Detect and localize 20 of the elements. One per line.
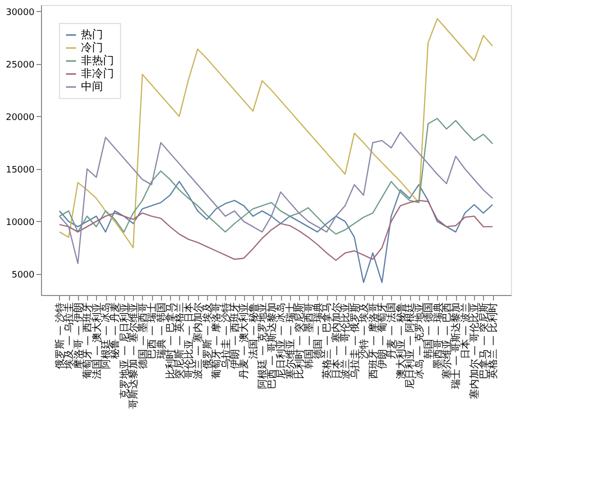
x-tick-label: 瑞典 — 韩国 [155, 302, 168, 359]
legend-label: 热门 [81, 28, 103, 41]
legend-label: 中间 [81, 80, 103, 93]
legend-label: 非热门 [81, 54, 114, 67]
y-tick-label: 30000 [6, 8, 35, 18]
line-series [58, 200, 494, 261]
y-tick-label: 10000 [6, 218, 35, 228]
line-series [58, 132, 494, 264]
y-tick-label: 5000 [12, 270, 35, 280]
y-tick-label: 15000 [6, 165, 35, 176]
legend-label: 冷门 [81, 41, 103, 54]
y-tick-label: 20000 [6, 112, 35, 123]
legend-label: 非冷门 [81, 67, 114, 80]
line-series [58, 118, 494, 235]
line-series [58, 18, 494, 248]
line-series [58, 180, 494, 283]
x-tick-label: 西班牙 — 摩洛哥 [367, 302, 380, 379]
x-tick-label: 英格兰 — 比利时 [487, 302, 500, 379]
y-tick-label: 25000 [6, 60, 35, 70]
x-tick-label: 墨西哥 — 瑞典 [432, 302, 444, 369]
